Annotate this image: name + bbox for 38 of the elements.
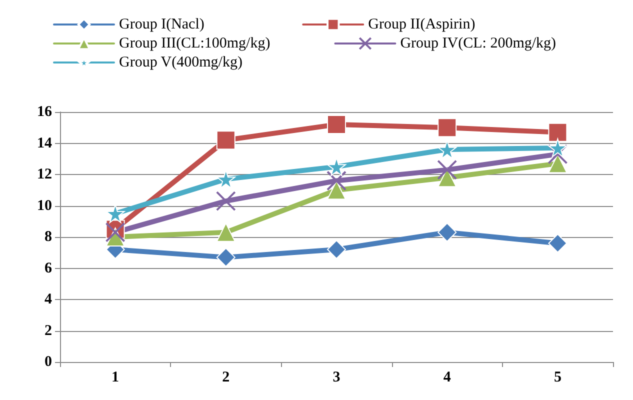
point (216, 248, 236, 267)
y-tick-label: 14 (37, 135, 52, 152)
x-tick-label: 1 (112, 370, 120, 386)
y-tick-label: 8 (44, 229, 52, 245)
legend-label: Group V(400mg/kg) (119, 54, 322, 70)
point (438, 140, 457, 159)
y-tick-label: 6 (44, 260, 52, 276)
point (548, 138, 568, 158)
point (548, 122, 568, 142)
point (548, 234, 568, 253)
point (437, 160, 458, 180)
point (216, 130, 236, 150)
point (327, 240, 346, 259)
point (438, 222, 457, 242)
legend-label: Group III(CL:100mg/kg) (119, 36, 330, 52)
point (438, 118, 457, 138)
legend-label: Group IV(CL: 200mg/kg) (400, 36, 616, 52)
point (326, 170, 346, 191)
point (548, 144, 568, 164)
point (105, 222, 126, 242)
point (106, 204, 125, 224)
y-tick-label: 16 (37, 104, 52, 120)
y-tick-label: 4 (44, 292, 52, 308)
point (216, 222, 236, 242)
y-tick-label: 2 (44, 322, 52, 339)
point (216, 191, 236, 212)
point (327, 115, 346, 134)
legend-label: Group II(Aspirin) (368, 16, 554, 32)
legend-label: Group I(Nacl) (119, 16, 298, 32)
y-tick-label: 10 (37, 198, 52, 214)
x-tick-label: 5 (554, 370, 562, 386)
y-tick-label: 12 (37, 166, 52, 182)
y-tick-label: 0 (44, 354, 52, 370)
x-tick-label: 3 (332, 370, 340, 386)
point (548, 154, 568, 174)
point (327, 180, 346, 200)
x-tick-label: 2 (222, 370, 230, 386)
x-tick-label: 4 (443, 370, 452, 386)
